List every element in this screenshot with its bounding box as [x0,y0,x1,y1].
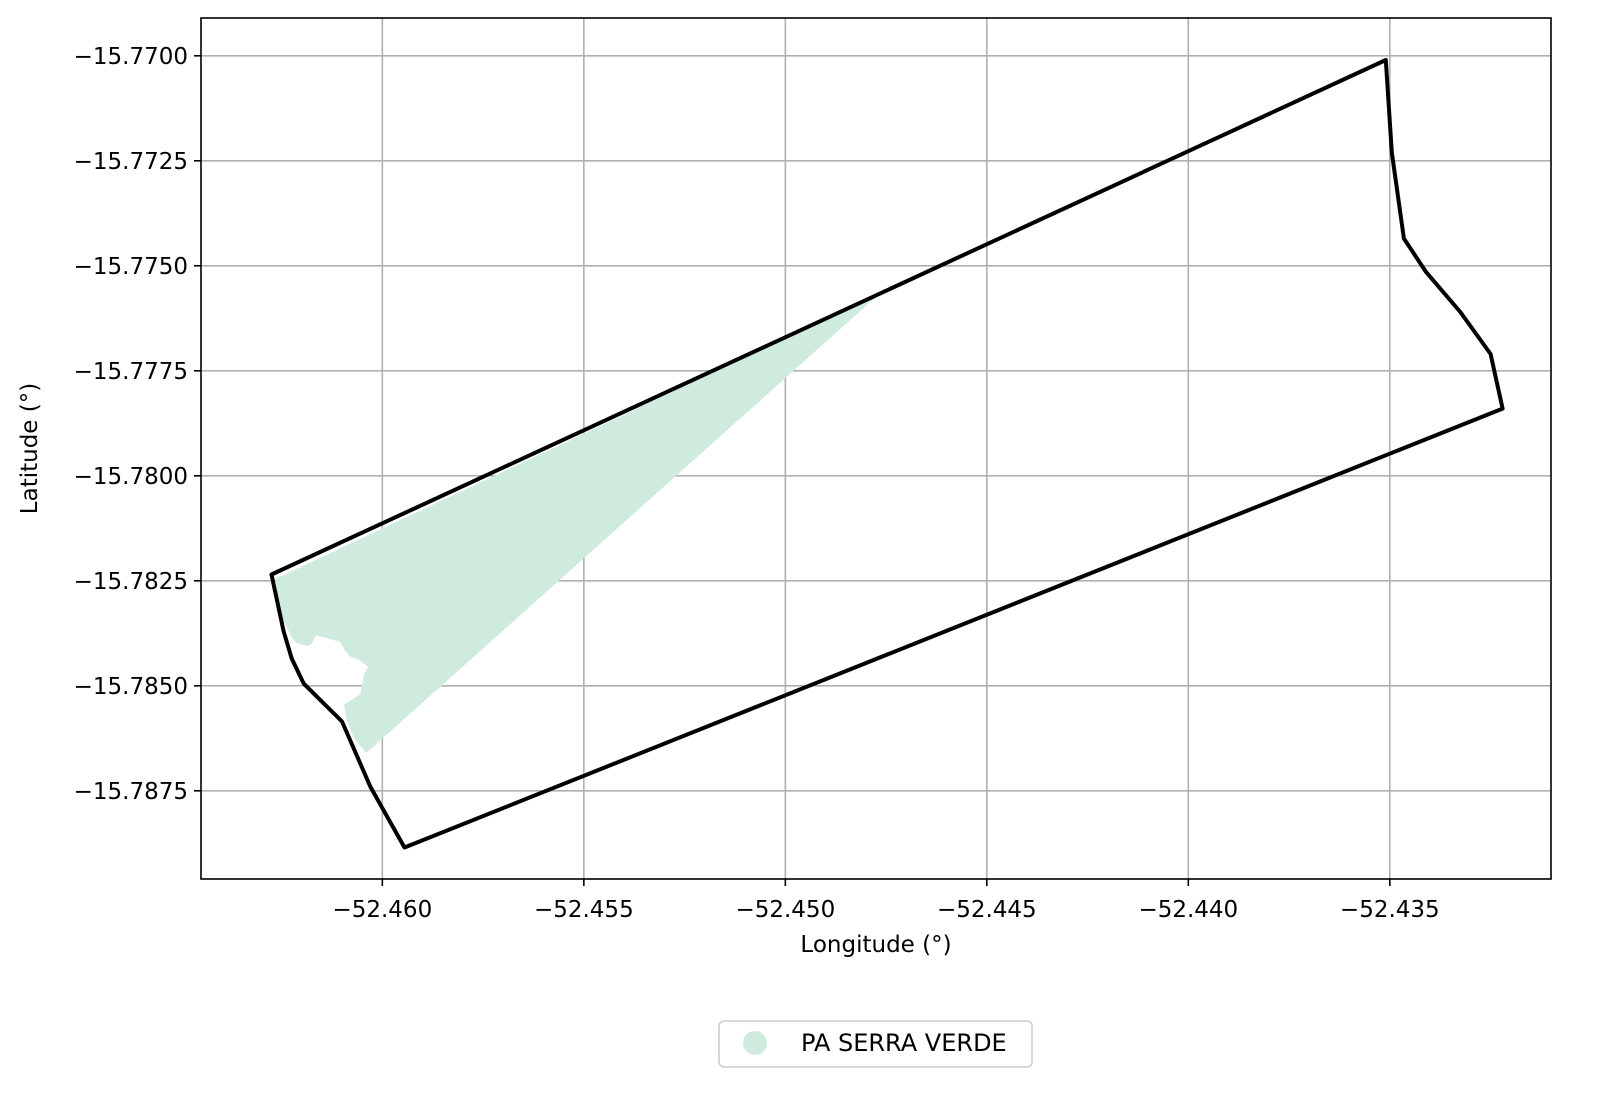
x-tick-label: −52.445 [937,897,1037,923]
boundary-layer [269,58,1505,850]
legend-box [718,1020,1033,1068]
x-tick-label: −52.450 [735,897,835,923]
x-tick-label: −52.460 [332,897,432,923]
y-tick-label: −15.7825 [74,569,188,595]
legend: PA SERRA VERDE [718,1020,1033,1068]
y-tick-label: −15.7800 [74,464,188,490]
gridlines [201,18,1551,879]
y-tick-label: −15.7700 [74,44,188,70]
legend-label-pa-serra-verde: PA SERRA VERDE [801,1029,1007,1057]
x-tick-label: −52.435 [1340,897,1440,923]
area-pa-serra-verde [275,295,879,753]
y-tick-label: −15.7875 [74,779,188,805]
y-tick-label: −15.7725 [74,149,188,175]
area-layer [275,295,879,753]
plot-frame [200,17,1552,880]
y-axis-label: Latitude (°) [17,383,43,514]
y-tick-label: −15.7850 [74,674,188,700]
x-tick-label: −52.440 [1138,897,1238,923]
y-tick-label: −15.7750 [74,254,188,280]
boundary-outline [269,58,1505,850]
x-axis-label: Longitude (°) [800,932,951,958]
y-tick-label: −15.7775 [74,359,188,385]
axis-ticks: −52.460 −52.455 −52.450 −52.445 −52.440 −52.4… [74,44,1440,923]
legend-marker-pa-serra-verde [743,1031,767,1055]
x-tick-label: −52.455 [534,897,634,923]
